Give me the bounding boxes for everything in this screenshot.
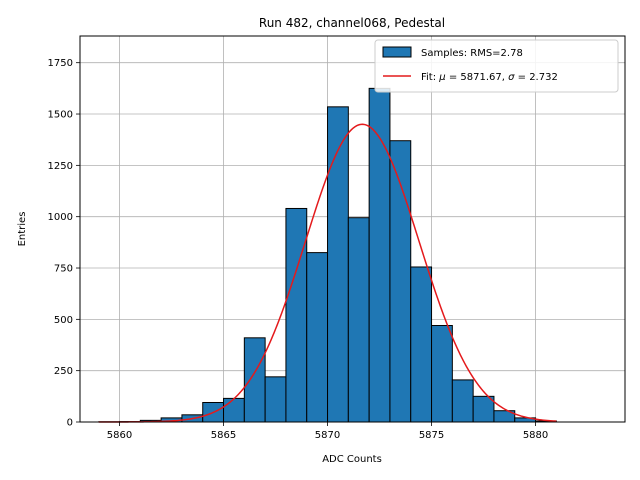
- legend-swatch-samples: [382, 46, 412, 58]
- x-tick-label: 5880: [523, 430, 548, 441]
- legend: Samples: RMS=2.78 Fit: μ = 5871.67, σ = …: [374, 39, 619, 93]
- chart-title: Run 482, channel068, Pedestal: [259, 16, 445, 30]
- histogram-bar: [327, 106, 349, 423]
- x-tick-label: 5870: [315, 430, 340, 441]
- histogram-bar: [431, 325, 453, 423]
- histogram-bar: [264, 376, 287, 423]
- y-tick-label: 1500: [48, 110, 73, 121]
- x-tick-label: 5875: [419, 430, 444, 441]
- legend-label-fit: Fit: μ = 5871.67, σ = 2.732: [421, 72, 558, 83]
- legend-box: [374, 39, 619, 93]
- histogram-bar: [472, 395, 495, 423]
- y-tick-label: 250: [54, 366, 73, 377]
- y-axis-title: Entries: [17, 212, 28, 247]
- y-tick-label: 750: [54, 264, 73, 275]
- histogram-bar: [223, 397, 245, 423]
- histogram-bar: [451, 379, 474, 423]
- x-tick-label: 5865: [211, 430, 236, 441]
- x-tick-label: 5860: [107, 430, 132, 441]
- y-tick-label: 500: [54, 315, 73, 326]
- histogram-bar: [306, 252, 329, 423]
- legend-label-samples: Samples: RMS=2.78: [421, 48, 523, 59]
- y-tick-label: 1000: [48, 212, 73, 223]
- plot-frame: [79, 35, 626, 423]
- x-axis-ticks: 5860 5865 5870 5875 5880: [107, 422, 548, 441]
- histogram-bar: [410, 266, 433, 423]
- histogram-bar: [243, 337, 266, 423]
- fit-curve-layer: [98, 123, 557, 423]
- fit-curve: [98, 123, 557, 423]
- y-axis-ticks: 0 250 500 750 1000 1250 1500 1750: [48, 58, 80, 429]
- y-tick-label: 1250: [48, 161, 73, 172]
- x-axis-title: ADC Counts: [322, 454, 382, 465]
- histogram-bar: [285, 207, 308, 423]
- histogram-bar: [347, 217, 370, 423]
- y-tick-label: 1750: [48, 58, 73, 69]
- y-tick-label: 0: [67, 418, 73, 429]
